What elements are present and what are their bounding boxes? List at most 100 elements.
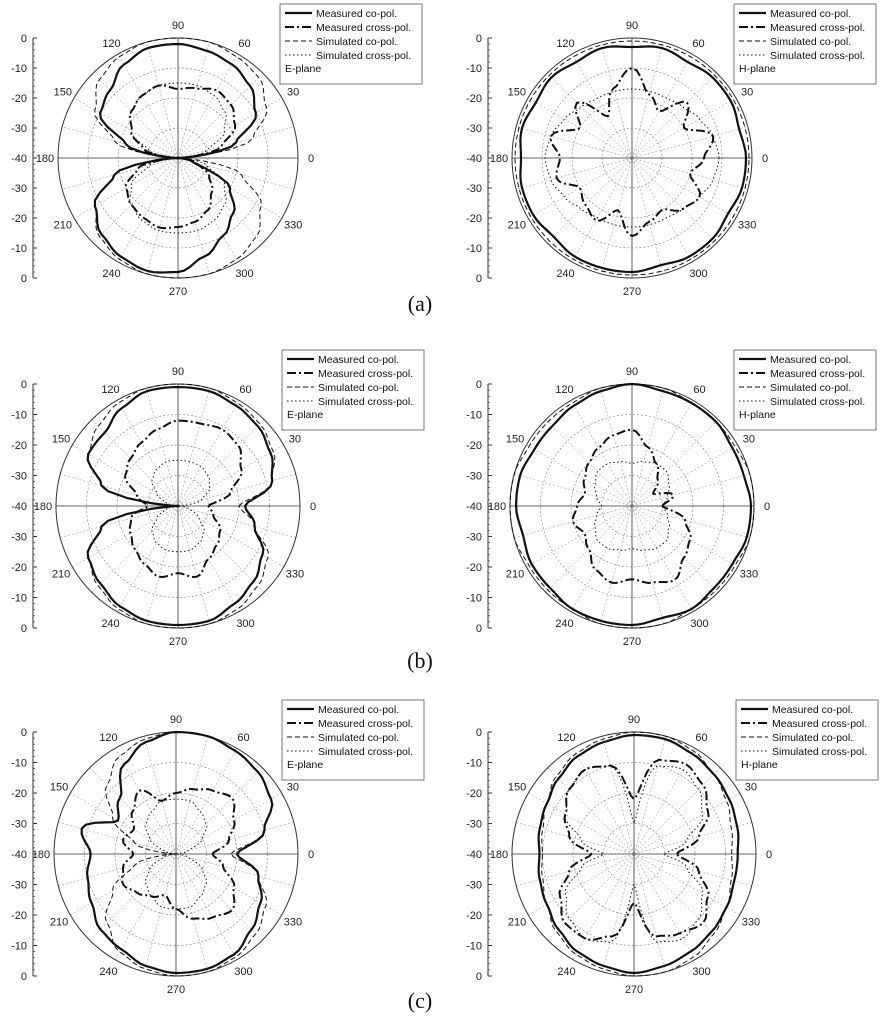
grid-spoke [631, 53, 693, 159]
grid-spoke [177, 42, 210, 159]
radial-tick-label: 0 [476, 33, 482, 45]
radial-tick-label: -10 [466, 593, 482, 605]
angle-label: 150 [508, 782, 526, 794]
grid-spoke [633, 822, 752, 855]
grid-spoke [175, 822, 294, 855]
legend: Measured co-pol. Measured cross-pol. Simul… [733, 349, 877, 431]
series-measured-co-pol [514, 382, 753, 627]
grid-spoke [633, 853, 696, 960]
legend-entry: Measured co-pol. [316, 8, 397, 20]
angle-label: 330 [286, 569, 304, 581]
grid-spoke [572, 853, 635, 960]
grid-spoke [527, 97, 633, 159]
grid-spoke [631, 400, 694, 507]
angle-label: 150 [52, 434, 70, 446]
legend-entry: Simulated co-pol. [316, 36, 397, 48]
angle-label: 150 [508, 87, 526, 99]
grid-spoke [546, 72, 633, 159]
grid-spoke [177, 505, 296, 538]
angle-label: 300 [235, 268, 253, 280]
plane-label: H-plane [739, 409, 776, 421]
grid-spoke [144, 853, 177, 972]
angle-label: 90 [170, 714, 182, 726]
radial-tick-label: -40 [466, 153, 482, 165]
legend-entry: Simulated co-pol. [772, 732, 853, 744]
angle-label: 120 [556, 38, 574, 50]
angle-label: 240 [557, 966, 575, 978]
radial-tick-label: -10 [11, 941, 27, 953]
grid-spoke [527, 157, 633, 219]
grid-spoke [89, 853, 177, 941]
polar-plot-c-h-plane: 0 30 60 90 120 150 180 210 240 270 300 330 0 -10 -20 -3… [466, 699, 879, 996]
angle-label: 180 [36, 153, 54, 165]
legend-entry: Measured cross-pol. [318, 368, 413, 380]
legend-entry: Measured co-pol. [318, 704, 399, 716]
legend-box [281, 699, 425, 781]
grid-spoke [516, 126, 633, 159]
angle-label: 180 [490, 849, 508, 861]
legend: Measured co-pol. Measured cross-pol. Simul… [281, 349, 425, 431]
angle-label: 300 [689, 268, 707, 280]
grid-spoke [146, 42, 179, 159]
radial-tick-label: 0 [476, 623, 482, 635]
grid-spoke [526, 505, 633, 568]
angle-label: 30 [287, 87, 299, 99]
grid-spoke [570, 400, 633, 507]
radial-tick-label: -20 [466, 213, 482, 225]
radial-tick-label: -40 [11, 153, 27, 165]
grid-spoke [631, 72, 718, 159]
grid-spoke [631, 505, 664, 624]
grid-spoke [177, 505, 210, 624]
radial-tick-label: -20 [11, 788, 27, 800]
angle-label: 30 [743, 434, 755, 446]
plane-label: H-plane [741, 759, 778, 771]
angle-label: 120 [557, 732, 575, 744]
angle-label: 180 [488, 501, 506, 513]
caption-c: (c) [408, 988, 432, 1013]
grid-spoke [177, 388, 210, 507]
legend-entry: Simulated cross-pol. [770, 396, 865, 408]
polar-plot-c-e-plane: 0 30 60 90 120 150 180 210 240 270 300 330 0 -10 -20 -3… [11, 699, 425, 996]
grid-spoke [146, 157, 179, 274]
grid-spoke [146, 505, 179, 624]
grid-spoke [175, 853, 238, 960]
legend-entry: Simulated co-pol. [770, 382, 851, 394]
series-measured-cross-pol [571, 428, 692, 584]
angle-label: 150 [50, 782, 68, 794]
angle-label: 240 [555, 618, 573, 630]
angle-label: 30 [745, 782, 757, 794]
grid-spoke [631, 444, 738, 507]
polar-plot-a-h-plane: 0 30 60 90 120 150 180 210 240 270 300 330 0 -10 -20 -3… [466, 3, 877, 298]
angle-label: 210 [508, 917, 526, 929]
angle-label: 0 [766, 849, 772, 861]
angle-label: 120 [555, 384, 573, 396]
grid-spoke [571, 157, 633, 263]
grid-spoke [633, 853, 666, 972]
legend-box [279, 3, 423, 85]
radial-tick-label: -20 [466, 440, 482, 452]
plane-label: E-plane [287, 759, 323, 771]
legend: Measured co-pol. Measured cross-pol. Simul… [281, 699, 425, 781]
grid-spoke [114, 853, 177, 960]
grid-spoke [177, 400, 240, 507]
radial-tick-label: -30 [466, 183, 482, 195]
grid-spoke [60, 474, 179, 507]
angle-label: 210 [508, 220, 526, 232]
grid-spoke [528, 792, 635, 855]
radial-tick-label: -30 [466, 532, 482, 544]
angle-label: 300 [236, 618, 254, 630]
grid-spoke [514, 505, 633, 538]
grid-spoke [177, 474, 296, 507]
legend-entry: Simulated cross-pol. [770, 50, 865, 62]
grid-spoke [177, 157, 210, 274]
radial-tick-label: -20 [466, 562, 482, 574]
grid-spoke [633, 748, 696, 855]
legend-box [733, 3, 877, 85]
angle-label: 90 [628, 714, 640, 726]
grid-spoke [177, 157, 294, 190]
plane-label: E-plane [285, 63, 321, 75]
angle-label: 300 [234, 966, 252, 978]
legend: Measured co-pol. Measured cross-pol. Simul… [279, 3, 423, 85]
angle-label: 330 [742, 917, 760, 929]
radial-tick-label: -20 [466, 93, 482, 105]
